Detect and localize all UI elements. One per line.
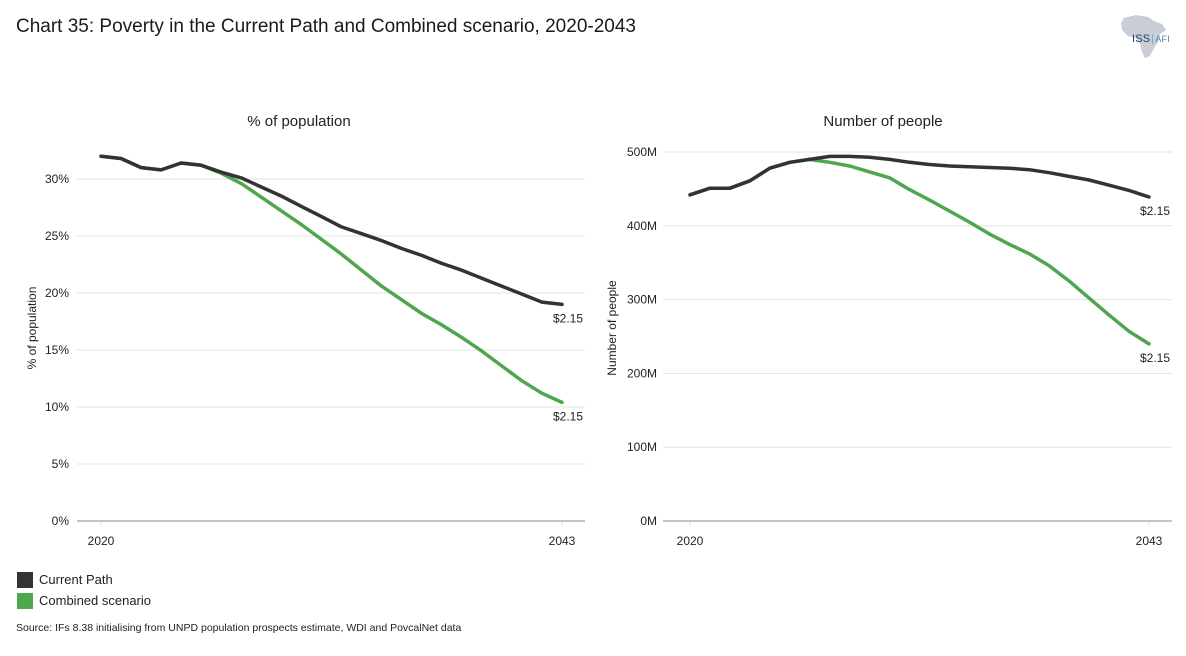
y-tick-label: 10%	[45, 400, 69, 414]
panel-title-people: Number of people	[823, 113, 942, 130]
y-tick-label: 20%	[45, 286, 69, 300]
series-line-combined-scenario	[99, 154, 564, 405]
logo-text: ISS AFI	[1132, 33, 1170, 45]
series-line-combined-scenario	[688, 157, 1151, 346]
y-axis-label-pct: % of population	[25, 287, 39, 370]
y-tick-label: 0M	[640, 514, 657, 528]
y-tick-label: 500M	[627, 145, 657, 159]
source-note: Source: IFs 8.38 initialising from UNPD …	[16, 622, 462, 634]
x-tick-label: 2043	[549, 534, 576, 548]
end-data-label: $2.15	[553, 311, 583, 325]
legend: Current Path Combined scenario	[17, 569, 151, 611]
chart-title: Chart 35: Poverty in the Current Path an…	[16, 16, 636, 37]
y-axis-label-people: Number of people	[605, 280, 619, 376]
end-data-label: $2.15	[553, 409, 583, 423]
x-tick-label: 2020	[88, 534, 115, 548]
x-tick-label: 2020	[677, 534, 704, 548]
legend-swatch-current-path	[17, 571, 33, 588]
y-tick-label: 0%	[52, 514, 70, 528]
panel-title-pct: % of population	[247, 113, 350, 130]
legend-item-current-path[interactable]: Current Path	[17, 569, 151, 590]
y-tick-label: 30%	[45, 172, 69, 186]
y-tick-label: 5%	[52, 457, 70, 471]
y-tick-label: 400M	[627, 219, 657, 233]
end-data-label: $2.15	[1140, 351, 1170, 365]
series-line-current-path	[688, 154, 1151, 199]
legend-item-combined-scenario[interactable]: Combined scenario	[17, 590, 151, 611]
y-tick-label: 15%	[45, 343, 69, 357]
y-tick-label: 25%	[45, 229, 69, 243]
y-tick-label: 200M	[627, 366, 657, 380]
legend-label: Combined scenario	[39, 593, 152, 608]
end-data-label: $2.15	[1140, 204, 1170, 218]
x-tick-label: 2043	[1136, 534, 1163, 548]
africa-map-logo-icon	[1121, 15, 1166, 58]
y-tick-label: 100M	[627, 440, 657, 454]
y-tick-label: 300M	[627, 293, 657, 307]
series-line-current-path	[99, 154, 564, 307]
legend-label: Current Path	[39, 572, 113, 587]
legend-swatch-combined-scenario	[17, 592, 33, 609]
